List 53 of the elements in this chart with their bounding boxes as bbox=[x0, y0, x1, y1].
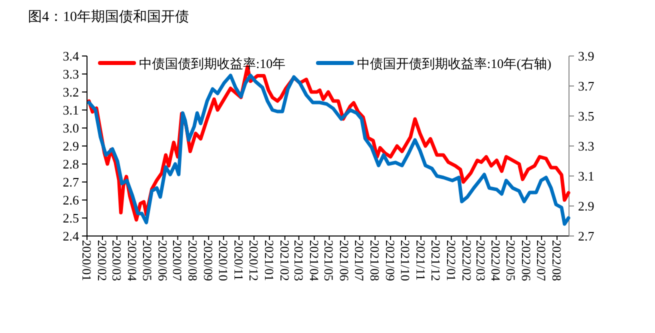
y-tick-label: 3.3 bbox=[62, 66, 79, 82]
x-tick-label: 2021/09 bbox=[383, 240, 398, 281]
y2-tick-label: 3.5 bbox=[578, 108, 594, 124]
y-tick-label: 3.2 bbox=[62, 84, 79, 100]
x-tick-label: 2020/05 bbox=[140, 240, 154, 281]
x-tick-label: 2021/02 bbox=[277, 240, 292, 281]
x-tick-label: 2020/06 bbox=[155, 240, 170, 281]
y-tick-label: 2.5 bbox=[62, 210, 79, 226]
x-tick-label: 2022/04 bbox=[488, 240, 503, 282]
x-tick-label: 2020/07 bbox=[170, 240, 184, 281]
y-tick-label: 3.1 bbox=[62, 102, 79, 118]
x-tick-label: 2022/06 bbox=[519, 240, 534, 281]
x-tick-label: 2020/10 bbox=[216, 240, 230, 281]
y-tick-label: 2.7 bbox=[62, 174, 80, 190]
y-tick-label: 2.9 bbox=[62, 138, 79, 154]
x-tick-label: 2020/01 bbox=[80, 240, 94, 281]
y-tick-label: 3.4 bbox=[62, 48, 80, 64]
y-tick-label: 2.4 bbox=[62, 228, 80, 244]
x-tick-label: 2020/03 bbox=[109, 240, 124, 281]
chart-title: 图4：10年期国债和国开债 bbox=[28, 9, 189, 25]
x-tick-label: 2022/07 bbox=[534, 240, 548, 281]
x-tick-label: 2021/10 bbox=[398, 240, 412, 281]
legend-label: 中债国债到期收益率:10年 bbox=[139, 56, 286, 71]
x-tick-label: 2020/04 bbox=[124, 240, 139, 282]
x-tick-label: 2021/07 bbox=[352, 240, 366, 281]
x-tick-label: 2021/12 bbox=[428, 240, 442, 281]
y2-tick-label: 3.7 bbox=[578, 78, 595, 94]
x-tick-label: 2021/04 bbox=[306, 240, 321, 282]
x-tick-label: 2021/08 bbox=[368, 240, 382, 281]
y-tick-label: 3.0 bbox=[62, 120, 79, 136]
x-tick-label: 2022/02 bbox=[459, 240, 474, 281]
x-tick-label: 2022/08 bbox=[550, 240, 564, 281]
y2-tick-label: 2.9 bbox=[578, 198, 594, 214]
x-tick-label: 2020/02 bbox=[94, 240, 109, 281]
x-tick-label: 2020/12 bbox=[246, 240, 260, 281]
x-tick-label: 2021/01 bbox=[262, 240, 276, 281]
x-tick-label: 2021/06 bbox=[337, 240, 352, 281]
y-tick-label: 2.6 bbox=[62, 192, 80, 208]
x-tick-label: 2021/05 bbox=[322, 240, 336, 281]
y2-tick-label: 3.9 bbox=[578, 48, 594, 64]
x-tick-label: 2020/09 bbox=[201, 240, 216, 281]
x-tick-label: 2022/01 bbox=[444, 240, 458, 281]
x-tick-label: 2021/11 bbox=[413, 240, 428, 281]
x-tick-label: 2021/03 bbox=[291, 240, 306, 281]
x-tick-label: 2022/05 bbox=[504, 240, 518, 281]
x-tick-label: 2020/11 bbox=[232, 240, 246, 281]
y2-tick-label: 3.3 bbox=[578, 138, 594, 154]
y-tick-label: 2.8 bbox=[62, 156, 79, 172]
legend-label: 中债国开债到期收益率:10年(右轴) bbox=[357, 56, 552, 71]
y2-tick-label: 3.1 bbox=[578, 168, 594, 184]
x-tick-label: 2020/08 bbox=[186, 240, 200, 281]
y2-tick-label: 2.7 bbox=[578, 228, 595, 244]
x-tick-label: 2022/03 bbox=[473, 240, 488, 281]
